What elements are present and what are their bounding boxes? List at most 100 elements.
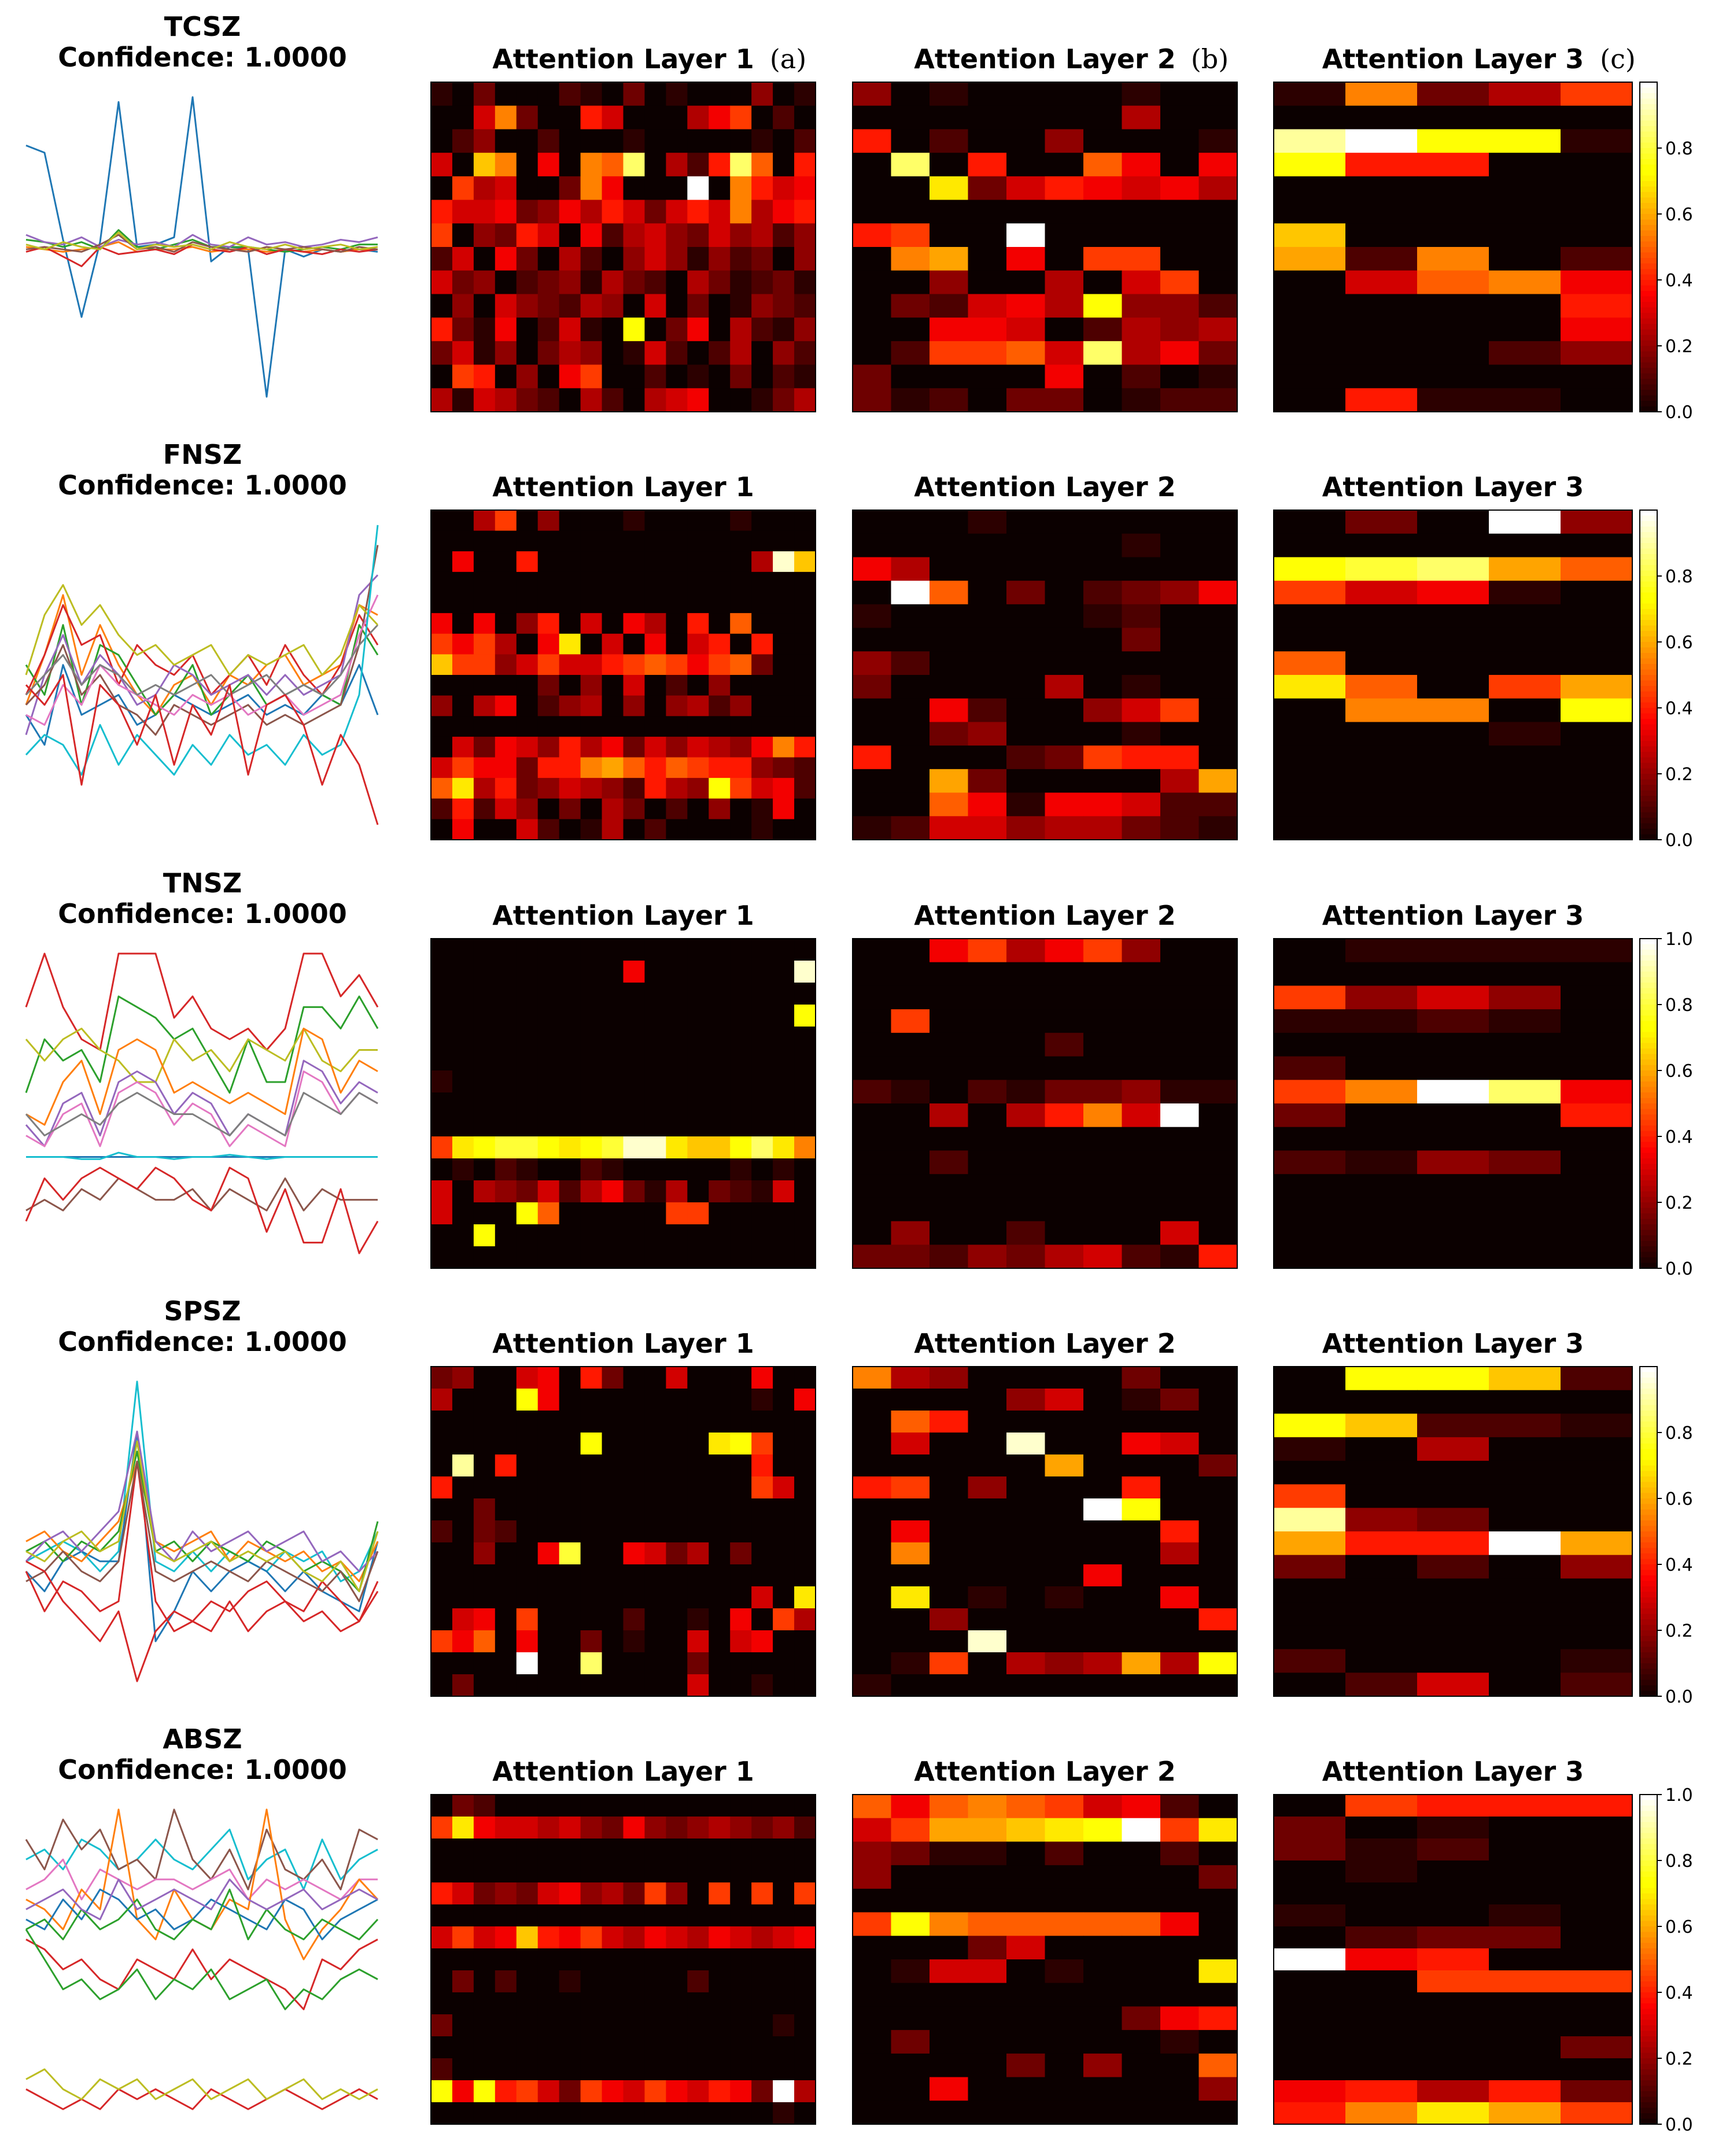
heatmap-cell [891,1056,930,1080]
heatmap-cell [431,2080,453,2103]
heatmap-cell [1160,1586,1200,1609]
class-title: ABSZ [163,1723,242,1755]
heatmap-cell [794,1454,816,1477]
heatmap-cell [1045,1912,1084,1936]
heatmap-cell [666,1070,688,1093]
colorbar-segment [1640,1147,1657,1154]
heatmap-cell [968,1411,1007,1433]
colorbar-segment [1640,559,1657,566]
heatmap-cell [537,551,560,573]
colorbar-segment [1640,1526,1657,1532]
signal-series-line [25,995,379,1094]
heatmap-cell [473,716,496,737]
attention-heatmap [1274,1795,1633,2125]
colorbar-segment [1640,1422,1657,1428]
heatmap-cell [537,819,560,840]
heatmap-cell [1122,627,1161,652]
heatmap-cell [431,1904,453,1927]
heatmap-cell [751,200,773,224]
heatmap-cell [1345,1602,1418,1626]
heatmap-cell [580,294,603,318]
signal-series-line [25,1888,378,1940]
heatmap-cell [751,1411,773,1433]
heatmap-cell [891,1936,930,1960]
heatmap-cell [891,294,930,318]
heatmap-cell [1083,2100,1123,2125]
colorbar-segment [1640,1191,1657,1198]
heatmap-cell [516,1674,539,1697]
heatmap-cell [473,1246,496,1269]
heatmap-cell [1345,769,1418,793]
heatmap-cell [1122,792,1161,817]
heatmap-cell [1417,105,1489,130]
heatmap-cell [1489,604,1561,629]
heatmap-cell [751,1948,773,1971]
heatmap-cell [751,2058,773,2081]
heatmap-cell [1198,1586,1238,1609]
heatmap-cell [580,2102,603,2125]
heatmap-cell [559,633,581,655]
heatmap-cell [580,1411,603,1433]
heatmap-cell [773,1838,795,1861]
heatmap-cell [1489,1970,1561,1993]
signal-plot [25,1380,379,1682]
heatmap-cell [602,654,624,675]
colorbar-segment [1640,1092,1657,1099]
heatmap-cell [1489,1555,1561,1579]
heatmap-cell [730,2102,752,2125]
heatmap-cell [1417,294,1489,318]
heatmap-cell [1561,129,1633,153]
heatmap-cell [452,2014,474,2037]
heatmap-cell [623,939,646,961]
heatmap-cell [431,939,453,961]
heatmap-cell [751,105,773,130]
heatmap-cell [644,1817,666,1839]
heatmap-cell [1006,1150,1046,1175]
signal-series-line [25,1092,378,1136]
heatmap-cell [431,341,453,366]
colorbar-segment [1640,565,1657,571]
heatmap-cell [1489,1860,1561,1883]
heatmap-cell [730,1608,752,1631]
heatmap-cell [495,1608,517,1631]
heatmap-cell [1489,1992,1561,2015]
heatmap-cell [473,1136,496,1159]
heatmap-cell [644,1586,666,1609]
heatmap-cell [968,1080,1007,1104]
heatmap-cell [537,675,560,696]
heatmap-cell [930,985,969,1010]
colorbar-segment [1640,2052,1657,2059]
colorbar-segment [1640,1021,1657,1027]
heatmap-cell [853,153,892,177]
heatmap-cell [559,2058,581,2081]
heatmap-cell [773,388,795,412]
heatmap-cell [516,1608,539,1631]
heatmap-cell [666,1795,688,1817]
heatmap-cell [891,1674,930,1697]
heatmap-cell [1045,2100,1084,2125]
heatmap-cell [930,1630,969,1653]
colorbar-segment [1640,1120,1657,1126]
heatmap-cell [602,294,624,318]
heatmap-cell [537,530,560,552]
heatmap-cell [602,716,624,737]
attention-heatmap [431,1367,816,1697]
heatmap-cell [1122,1103,1161,1128]
heatmap-cell [516,675,539,696]
attention-layer-title: Attention Layer 3 [1322,471,1584,503]
heatmap-cell [644,388,666,412]
heatmap-cell [709,1520,731,1543]
heatmap-cell [1489,1009,1561,1033]
signal-series-line [25,1177,378,1212]
heatmap-cell [773,1860,795,1883]
heatmap-cell [1122,1221,1161,1245]
heatmap-cell [1274,962,1346,987]
heatmap-cell [687,270,709,295]
heatmap-cell [666,1246,688,1269]
heatmap-cell [853,1795,892,1819]
heatmap-cell [751,1246,773,1269]
heatmap-cell [891,581,930,605]
heatmap-cell [1160,698,1200,723]
heatmap-cell [495,1092,517,1115]
heatmap-cell [1006,1818,1046,1843]
